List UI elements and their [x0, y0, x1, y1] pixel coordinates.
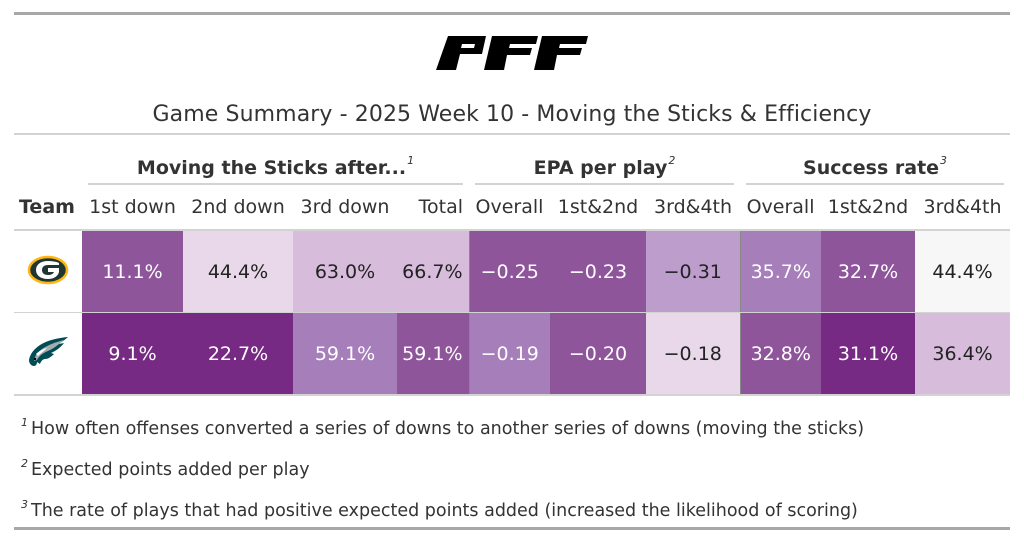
column-header-2nd-down: 2nd down: [183, 185, 293, 231]
table-row-packers: 11.1% 44.4% 63.0% 66.7% −0.25 −0.23 −0.31 35.7%…: [14, 230, 1011, 313]
footnote-text: Expected points added per play: [31, 460, 310, 480]
column-header-team: Team: [14, 185, 82, 231]
cell-sr-1st2nd: 31.1%: [821, 312, 916, 396]
footnote-mark: 3: [21, 498, 28, 511]
cell-sr-1st2nd: 32.7%: [821, 230, 916, 313]
table-row-eagles: 9.1% 22.7% 59.1% 59.1% −0.19 −0.20 −0.18 32.8% 3…: [14, 312, 1011, 396]
game-summary-table-figure: Game Summary - 2025 Week 10 - Moving the…: [14, 12, 1011, 530]
bottom-rule: [14, 527, 1010, 530]
cell-epa-3rd4th: −0.31: [646, 230, 741, 313]
column-header-sr-overall: Overall: [740, 185, 822, 231]
cell-epa-1st2nd: −0.20: [550, 312, 646, 396]
footnote-2: 2 Expected points added per play: [14, 443, 1010, 484]
spanner-underline: [88, 183, 463, 185]
team-logo-cell: [14, 230, 82, 313]
footnote-mark: 1: [407, 154, 415, 167]
cell-mts-2nd-down: 22.7%: [183, 312, 293, 396]
spanner-success-rate: Success rate3: [740, 135, 1010, 185]
cell-mts-total: 59.1%: [397, 312, 469, 396]
cell-mts-1st-down: 11.1%: [82, 230, 183, 313]
cell-sr-overall: 32.8%: [739, 312, 822, 396]
cell-epa-1st2nd: −0.23: [550, 230, 646, 313]
spanner-empty: [14, 135, 82, 185]
cell-epa-overall: −0.25: [468, 230, 550, 313]
cell-epa-3rd4th: −0.18: [646, 312, 741, 396]
spanner-label: Moving the Sticks after...: [136, 157, 407, 179]
eagles-head-logo-icon: [29, 336, 68, 366]
spanner-underline: [746, 183, 1005, 185]
column-header-sr-1st2nd: 1st&2nd: [821, 185, 916, 231]
cell-mts-3rd-down: 63.0%: [293, 230, 397, 313]
top-rule: [14, 12, 1010, 15]
table-title: Game Summary - 2025 Week 10 - Moving the…: [152, 102, 872, 127]
spanner-header-row: Moving the Sticks after...1 EPA per play…: [14, 135, 1010, 185]
spanner-epa-per-play: EPA per play2: [469, 135, 740, 185]
footnote-1: 1 How often offenses converted a series o…: [14, 402, 1010, 443]
cell-sr-overall: 35.7%: [739, 230, 822, 313]
footnote-text: How often offenses converted a series of…: [31, 419, 865, 439]
footnote-mark: 2: [668, 154, 676, 167]
column-header-row: Team 1st down 2nd down 3rd down Total Ov…: [14, 185, 1011, 231]
spanner-underline: [475, 183, 735, 185]
spanner-label: Success rate: [803, 157, 940, 179]
column-header-epa-1st2nd: 1st&2nd: [550, 185, 646, 231]
column-header-sr-3rd4th: 3rd&4th: [915, 185, 1011, 231]
column-header-3rd-down: 3rd down: [293, 185, 397, 231]
cell-mts-2nd-down: 44.4%: [183, 230, 293, 313]
cell-mts-total: 66.7%: [397, 230, 469, 313]
spanner-moving-the-sticks: Moving the Sticks after...1: [82, 135, 469, 185]
column-header-epa-overall: Overall: [469, 185, 550, 231]
pff-logo: [14, 34, 1010, 72]
column-header-total: Total: [397, 185, 469, 231]
title-rule: [14, 133, 1010, 135]
footnote-mark: 2: [21, 457, 28, 470]
team-logo-cell: [14, 312, 82, 396]
spanner-label: EPA per play: [533, 157, 668, 179]
column-header-1st-down: 1st down: [82, 185, 183, 231]
footnote-text: The rate of plays that had positive expe…: [31, 501, 858, 521]
footnote-mark: 1: [21, 416, 28, 429]
stats-table: Moving the Sticks after...1 EPA per play…: [14, 135, 1011, 396]
cell-mts-3rd-down: 59.1%: [293, 312, 397, 396]
packers-g-logo-icon: [27, 255, 69, 284]
footnote-3: 3 The rate of plays that had positive exp…: [14, 484, 1010, 525]
cell-sr-3rd4th: 44.4%: [915, 230, 1011, 313]
footnotes: 1 How often offenses converted a series o…: [14, 402, 1010, 525]
pff-logo-icon: [436, 36, 588, 70]
cell-sr-3rd4th: 36.4%: [915, 312, 1011, 396]
footnote-mark: 3: [940, 154, 948, 167]
cell-epa-overall: −0.19: [468, 312, 550, 396]
cell-mts-1st-down: 9.1%: [82, 312, 183, 396]
column-header-epa-3rd4th: 3rd&4th: [646, 185, 741, 231]
